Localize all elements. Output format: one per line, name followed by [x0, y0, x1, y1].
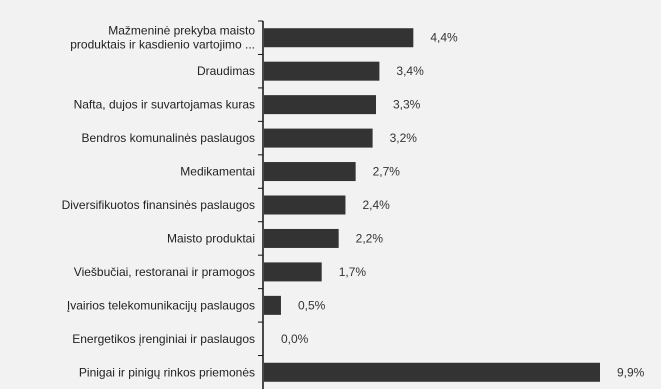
- category-label: Medikamentai: [180, 165, 255, 179]
- category-label: Diversifikuotos finansinės paslaugos: [62, 198, 255, 212]
- value-label: 2,7%: [373, 165, 401, 179]
- bar: [264, 295, 281, 315]
- bar: [264, 362, 600, 382]
- category-label: Nafta, dujos ir suvartojamas kuras: [74, 98, 255, 112]
- category-label: produktais ir kasdienio vartojimo ...: [70, 38, 255, 52]
- value-label: 3,4%: [396, 64, 424, 78]
- value-label: 3,3%: [393, 98, 421, 112]
- value-label: 0,0%: [281, 332, 309, 346]
- category-label: Įvairios telekomunikacijų paslaugos: [67, 298, 255, 312]
- bar: [264, 162, 356, 182]
- value-label: 9,9%: [617, 365, 645, 379]
- bar: [264, 28, 414, 48]
- category-label: Draudimas: [197, 64, 255, 78]
- category-label: Energetikos įrenginiai ir paslaugos: [72, 332, 255, 346]
- category-label: Mažmeninė prekyba maisto: [108, 24, 255, 38]
- category-label: Pinigai ir pinigų rinkos priemonės: [79, 365, 255, 379]
- bar: [264, 128, 373, 148]
- value-label: 0,5%: [298, 298, 326, 312]
- bar: [264, 61, 380, 81]
- category-label: Viešbučiai, restoranai ir pramogos: [74, 265, 255, 279]
- bars-layer: [264, 28, 600, 382]
- value-label: 2,4%: [362, 198, 390, 212]
- value-label: 4,4%: [430, 31, 458, 45]
- bar: [264, 195, 346, 215]
- category-label: Bendros komunalinės paslaugos: [82, 131, 255, 145]
- bar: [264, 228, 339, 248]
- bar: [264, 95, 376, 115]
- category-label: Maisto produktai: [167, 231, 255, 245]
- category-axis: [258, 20, 264, 389]
- value-label: 2,2%: [356, 231, 384, 245]
- value-label: 3,2%: [390, 131, 418, 145]
- value-label: 1,7%: [339, 265, 367, 279]
- bar: [264, 262, 322, 282]
